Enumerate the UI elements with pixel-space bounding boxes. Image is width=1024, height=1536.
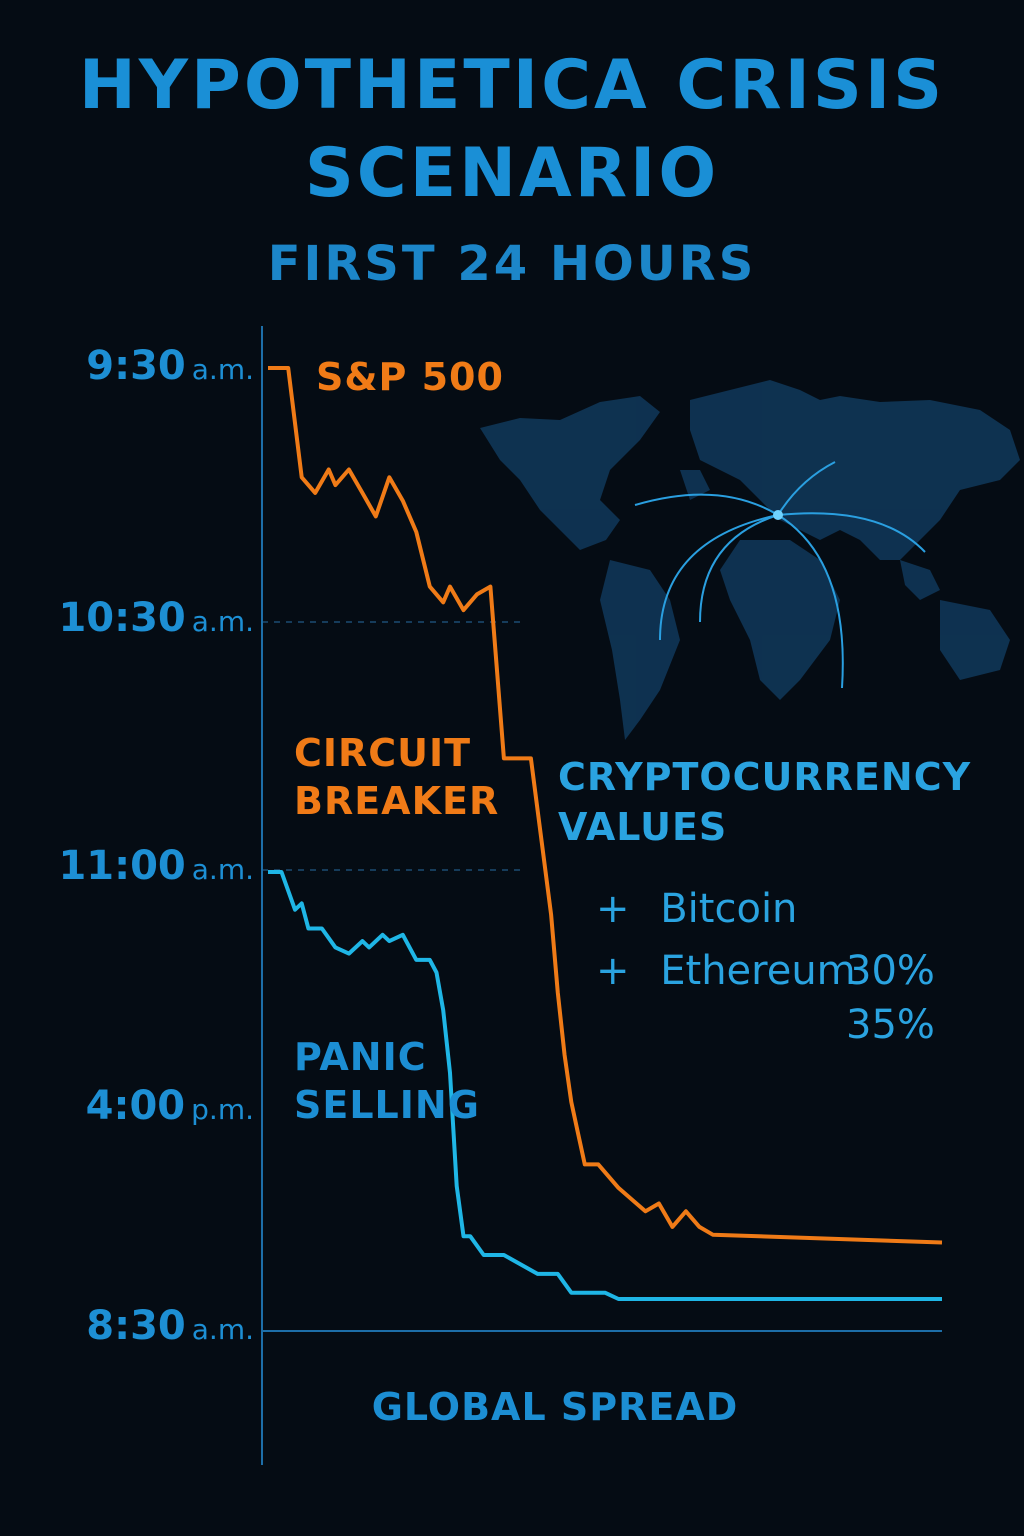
sp500-line — [268, 366, 943, 1245]
sp500-label: S&P 500 — [316, 355, 504, 399]
percent-value-1: 30% — [846, 948, 935, 994]
global-spread-arcs-icon — [634, 461, 926, 689]
time-label-400: 4:00 p.m. — [85, 1083, 254, 1129]
chart-title: HYPOTHETICA CRISIS — [78, 46, 946, 125]
ethereum-item: + Ethereum — [596, 946, 856, 996]
crypto-label-line1: CRYPTOCURRENCY — [558, 755, 972, 799]
percent-value-2: 35% — [846, 1002, 935, 1048]
chart-title-line2: SCENARIO — [304, 134, 720, 213]
crypto-line — [268, 870, 942, 1301]
time-label-1100: 11:00 a.m. — [58, 843, 254, 889]
x-axis-label: GLOBAL SPREAD — [371, 1385, 739, 1429]
time-label-830: 8:30 a.m. — [86, 1303, 254, 1349]
panic-selling-label-line1: PANIC — [294, 1035, 427, 1079]
crypto-label-line2: VALUES — [558, 805, 728, 849]
chart-subtitle: FIRST 24 HOURS — [267, 236, 757, 292]
time-label-1030: 10:30 a.m. — [58, 595, 254, 641]
time-label-930: 9:30 a.m. — [86, 343, 254, 389]
bitcoin-label: Bitcoin — [660, 886, 798, 932]
circuit-breaker-label-line1: CIRCUIT — [294, 731, 472, 775]
plus-icon: + — [596, 886, 630, 932]
bitcoin-item: + Bitcoin — [596, 884, 797, 934]
plus-icon: + — [596, 948, 630, 994]
panic-selling-label-line2: SELLING — [294, 1083, 480, 1127]
world-map-icon — [480, 380, 1020, 740]
circuit-breaker-label-line2: BREAKER — [294, 779, 500, 823]
ethereum-label: Ethereum — [660, 948, 856, 994]
